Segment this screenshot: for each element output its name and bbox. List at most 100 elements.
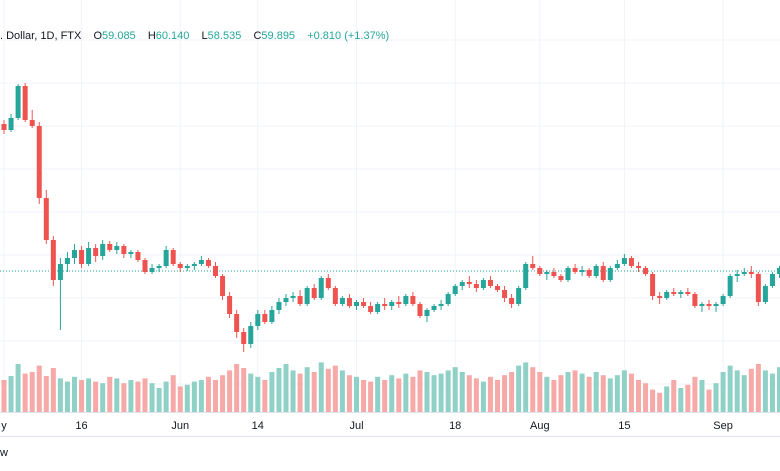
legend-interval: 1D <box>40 30 54 42</box>
candle-body <box>107 244 112 250</box>
volume-bar <box>121 383 126 412</box>
volume-bar <box>143 378 148 412</box>
candle-body <box>664 292 669 298</box>
volume-bar <box>241 368 246 412</box>
volume-bar <box>319 362 324 412</box>
x-tick-label: Jul <box>349 420 363 432</box>
candle-body <box>248 326 253 344</box>
candle-body <box>749 272 754 274</box>
volume-bar <box>206 377 211 412</box>
candle-body <box>432 306 437 310</box>
volume-bar <box>51 368 56 412</box>
volume-bar <box>220 375 225 412</box>
volume-bar <box>707 390 712 412</box>
candle-body <box>164 250 169 266</box>
volume-bar <box>558 375 563 412</box>
volume-bar <box>368 382 373 412</box>
candle-body <box>721 296 726 304</box>
volume-bar <box>587 377 592 412</box>
volume-bar <box>439 374 444 412</box>
candle-body <box>375 304 380 312</box>
volume-bar <box>305 367 310 412</box>
legend-low-value: 58.535 <box>208 30 242 42</box>
volume-bar <box>622 370 627 412</box>
volume-bar <box>488 377 493 412</box>
candle-body <box>544 272 549 274</box>
volume-bar <box>692 377 697 412</box>
candle-body <box>305 288 310 304</box>
candle-body <box>537 268 542 274</box>
candle-body <box>488 280 493 286</box>
candle-body <box>326 278 331 288</box>
candle-body <box>756 274 761 302</box>
volume-bar <box>269 372 274 412</box>
candle-body <box>453 286 458 294</box>
candle-body <box>65 258 70 264</box>
volume-bar <box>678 388 683 412</box>
candle-body <box>566 268 571 280</box>
volume-bar <box>128 380 133 412</box>
volume-bar <box>248 374 253 412</box>
volume-bar <box>2 380 7 412</box>
volume-bar <box>135 382 140 412</box>
candle-body <box>495 286 500 290</box>
candle-body <box>347 298 352 306</box>
volume-bar <box>749 369 754 412</box>
grid-lines <box>0 0 780 412</box>
candle-body <box>178 264 183 268</box>
candle-body <box>622 258 627 264</box>
volume-bar <box>474 378 479 412</box>
candle-body <box>143 260 148 272</box>
candle-body <box>460 282 465 286</box>
candle-body <box>220 276 225 296</box>
volume-bar <box>432 375 437 412</box>
candle-body <box>382 304 387 306</box>
volume-bar <box>58 378 63 412</box>
candle-body <box>150 268 155 272</box>
candle-body <box>742 272 747 274</box>
candle-body <box>319 278 324 298</box>
candle-body <box>587 270 592 276</box>
legend-open-value: 59.085 <box>102 30 136 42</box>
candle-body <box>291 296 296 298</box>
volume-bar <box>276 368 281 412</box>
price-candles <box>2 83 780 352</box>
candle-body <box>650 274 655 296</box>
volume-bars <box>2 362 780 412</box>
volume-bar <box>213 380 218 412</box>
candle-body <box>213 266 218 276</box>
volume-bar <box>150 383 155 412</box>
candle-body <box>509 298 514 304</box>
candle-body <box>333 288 338 304</box>
volume-bar <box>340 370 345 412</box>
candle-body <box>135 252 140 260</box>
volume-bar <box>255 377 260 412</box>
volume-bar <box>544 377 549 412</box>
volume-bar <box>770 374 775 412</box>
volume-bar <box>551 380 556 412</box>
candle-body <box>671 292 676 294</box>
candle-body <box>30 120 35 126</box>
candle-body <box>23 86 28 120</box>
candle-body <box>276 302 281 310</box>
candle-body <box>206 260 211 266</box>
volume-bar <box>199 380 204 412</box>
volume-bar <box>171 375 176 412</box>
candle-body <box>707 304 712 306</box>
candle-body <box>16 86 21 118</box>
volume-bar <box>629 374 634 412</box>
candle-body <box>86 248 91 264</box>
candle-body <box>403 296 408 304</box>
candle-body <box>234 314 239 332</box>
candle-body <box>601 266 606 280</box>
candle-body <box>37 126 42 198</box>
candle-body <box>573 268 578 272</box>
volume-bar <box>403 374 408 412</box>
volume-bar <box>44 376 49 412</box>
candle-body <box>79 250 84 264</box>
x-tick-label: 15 <box>618 420 630 432</box>
volume-bar <box>234 364 239 412</box>
candle-body <box>530 264 535 268</box>
